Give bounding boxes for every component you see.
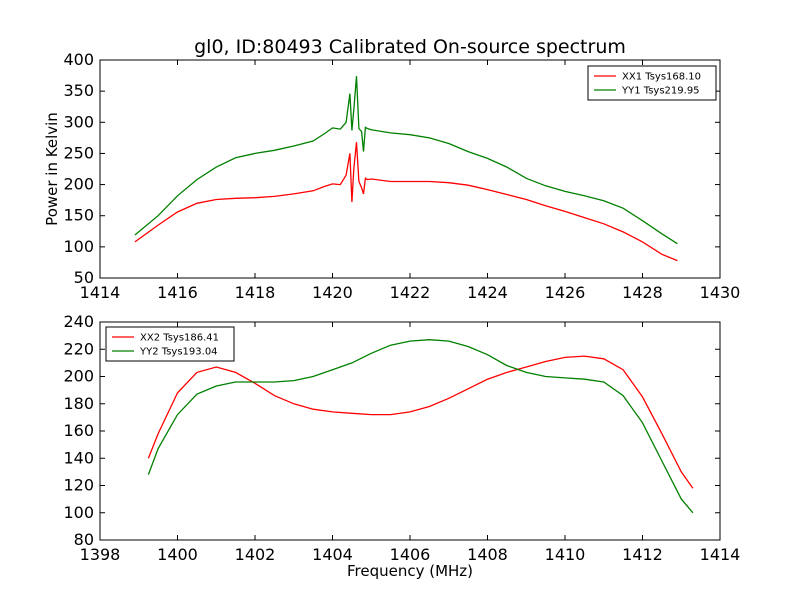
y-axis-label: Power in Kelvin bbox=[43, 112, 61, 226]
chart-title: gl0, ID:80493 Calibrated On-source spect… bbox=[194, 36, 626, 58]
y-tick-label: 350 bbox=[63, 81, 94, 100]
top-panel: 1414 1416 1418 1420 1422 1424 1426 1428 1430 50 10… bbox=[43, 50, 740, 302]
legend-box bbox=[105, 326, 235, 362]
y-tick-label: 200 bbox=[63, 367, 94, 386]
y-tick-label: 220 bbox=[63, 339, 94, 358]
y-tick-label: 50 bbox=[74, 268, 94, 287]
x-tick-label: 1404 bbox=[312, 545, 353, 564]
x-tick-label: 1400 bbox=[157, 545, 198, 564]
x-tick-label: 1402 bbox=[235, 545, 276, 564]
series-line-2-1 bbox=[147, 355, 694, 489]
y-tick-label: 200 bbox=[63, 175, 94, 194]
legend: XX2 Tsys186.41 YY2 Tsys193.04 bbox=[105, 326, 235, 362]
x-tick-label: 1398 bbox=[80, 545, 121, 564]
legend-label: XX1 Tsys168.10 bbox=[622, 72, 701, 83]
y-tick-label: 100 bbox=[63, 503, 94, 522]
y-tick-label: 150 bbox=[63, 206, 94, 225]
y-tick-label: 180 bbox=[63, 394, 94, 413]
y-tick-label: 250 bbox=[63, 143, 94, 162]
x-tick-label: 1426 bbox=[545, 283, 586, 302]
series-line-2-2 bbox=[147, 339, 694, 514]
legend-label: YY2 Tsys193.04 bbox=[139, 347, 218, 358]
x-tick-label: 1424 bbox=[467, 283, 508, 302]
y-tick-label: 140 bbox=[63, 448, 94, 467]
x-tick-label: 1406 bbox=[390, 545, 431, 564]
y-tick-label: 160 bbox=[63, 421, 94, 440]
series-line-1-1 bbox=[134, 142, 678, 262]
x-tick-label: 1408 bbox=[467, 545, 508, 564]
x-tick-label: 1414 bbox=[700, 545, 741, 564]
x-tick-label: 1430 bbox=[700, 283, 741, 302]
x-tick-label: 1428 bbox=[622, 283, 663, 302]
x-tick-label: 1410 bbox=[545, 545, 586, 564]
y-tick-label: 240 bbox=[63, 312, 94, 331]
x-tick-label: 1422 bbox=[390, 283, 431, 302]
y-tick-label: 80 bbox=[74, 530, 94, 549]
x-tick-label: 1416 bbox=[157, 283, 198, 302]
x-tick-label: 1418 bbox=[235, 283, 276, 302]
x-tick-label: 1420 bbox=[312, 283, 353, 302]
y-tick-label: 100 bbox=[63, 237, 94, 256]
x-tick-label: 1412 bbox=[622, 545, 663, 564]
y-tick-label: 120 bbox=[63, 476, 94, 495]
bottom-panel: 1398 1400 1402 1404 1406 1408 1410 1412 1414 80 10… bbox=[63, 312, 740, 580]
x-axis-label: Frequency (MHz) bbox=[347, 562, 473, 580]
legend-label: XX2 Tsys186.41 bbox=[140, 333, 219, 344]
y-tick-label: 300 bbox=[63, 112, 94, 131]
series-line-1-2 bbox=[134, 76, 678, 245]
x-tick-label: 1414 bbox=[80, 283, 121, 302]
legend-label: YY1 Tsys219.95 bbox=[621, 86, 700, 97]
y-tick-label: 400 bbox=[63, 50, 94, 69]
legend: XX1 Tsys168.10 YY1 Tsys219.95 bbox=[587, 65, 717, 101]
legend-box bbox=[587, 65, 717, 101]
